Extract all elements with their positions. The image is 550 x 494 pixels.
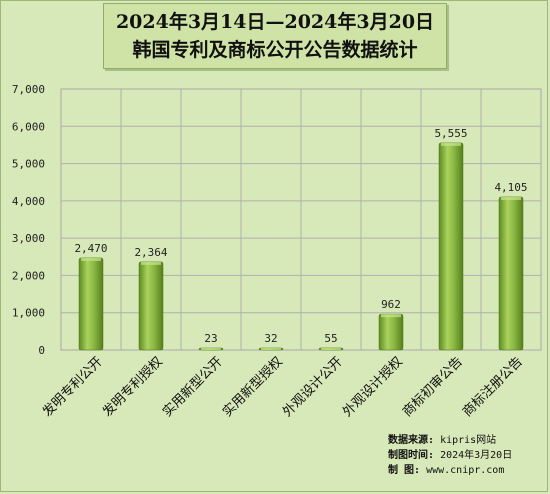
bar-5: [378, 313, 404, 351]
source-note: 数据来源: kipris网站 制图时间: 2024年3月20日 制 图: www…: [388, 433, 538, 478]
y-tick-label: 6,000: [12, 120, 45, 133]
source-maker-value: www.cnipr.com: [426, 465, 505, 476]
bar-6: [438, 142, 464, 351]
chart-title-line1: 2024年3月14日—2024年3月20日: [115, 11, 435, 33]
y-tick-label: 3,000: [12, 232, 45, 245]
y-tick-label: 4,000: [12, 195, 45, 208]
bar-highlight: [261, 348, 281, 350]
bar-1: [138, 261, 164, 351]
bar-highlight: [141, 261, 161, 265]
x-tick-label-2: 实用新型公开: [159, 354, 225, 420]
value-label-5: 962: [381, 298, 401, 311]
value-label-7: 4,105: [494, 181, 527, 194]
chart-title-box: 2024年3月14日—2024年3月20日 韩国专利及商标公开公告数据统计: [103, 3, 447, 69]
x-tick-label-3: 实用新型授权: [219, 354, 285, 420]
x-tick-label-6: 商标初审公告: [400, 354, 466, 420]
value-label-2: 23: [204, 332, 217, 345]
source-time-label: 制图时间:: [388, 450, 435, 461]
y-tick-label: 5,000: [12, 158, 45, 171]
bar-7: [498, 196, 524, 351]
y-axis: 0 1,000 2,000 3,000 4,000 5,000 6,000 7,000: [12, 83, 45, 357]
y-tick-label: 2,000: [12, 269, 45, 282]
bar-highlight: [321, 347, 341, 350]
bar-0: [78, 257, 104, 351]
bar-highlight: [501, 196, 521, 200]
x-axis: 发明专利公开发明专利授权实用新型公开实用新型授权外观设计公开外观设计授权商标初审…: [39, 354, 525, 420]
value-label-4: 55: [324, 332, 337, 345]
chart-title-line2: 韩国专利及商标公开公告数据统计: [132, 39, 418, 61]
bar-highlight: [441, 142, 461, 146]
x-tick-label-0: 发明专利公开: [39, 354, 105, 420]
bar-highlight: [81, 257, 101, 261]
y-tick-label: 7,000: [12, 83, 45, 96]
x-tick-label-5: 外观设计授权: [339, 354, 405, 420]
value-label-0: 2,470: [74, 242, 107, 255]
x-tick-label-4: 外观设计公开: [280, 354, 346, 420]
x-tick-label-7: 商标注册公告: [460, 354, 526, 420]
value-labels: 2,470 2,364 23 32 55 962 5,555 4,105: [74, 127, 527, 345]
x-tick-label-1: 发明专利授权: [99, 354, 165, 420]
value-label-3: 32: [264, 332, 277, 345]
bar-highlight: [201, 348, 221, 350]
source-data-label: 数据来源:: [388, 435, 435, 446]
source-time-value: 2024年3月20日: [440, 450, 513, 461]
y-tick-label: 0: [38, 344, 45, 357]
value-label-1: 2,364: [134, 246, 167, 259]
source-data-value: kipris网站: [440, 435, 497, 446]
source-maker-label: 制 图:: [388, 465, 421, 476]
bar-highlight: [381, 314, 401, 318]
bars: [78, 142, 524, 351]
y-tick-label: 1,000: [12, 307, 45, 320]
value-label-6: 5,555: [434, 127, 467, 140]
